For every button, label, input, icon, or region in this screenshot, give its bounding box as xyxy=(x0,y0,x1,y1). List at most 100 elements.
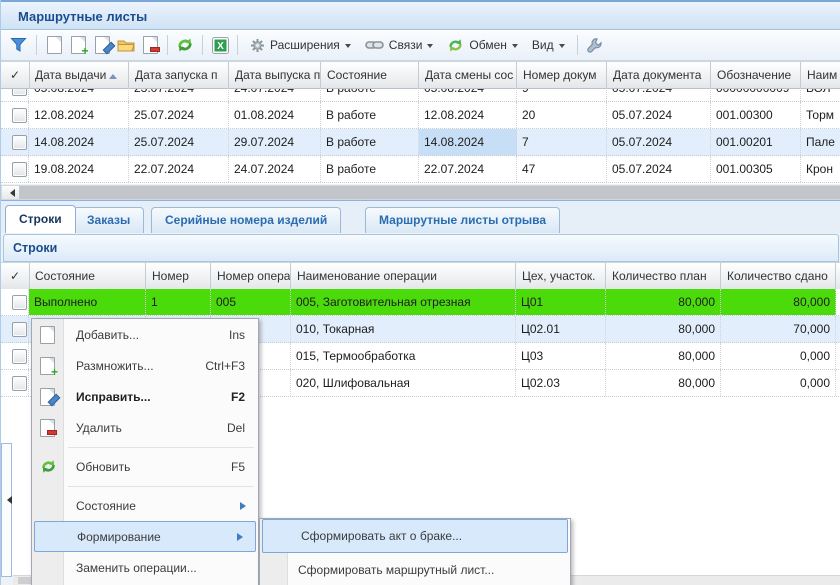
cell-workshop: Ц01 xyxy=(516,289,606,315)
column-header-date-release[interactable]: Дата выпуска п xyxy=(229,62,321,89)
column-header-doc-date[interactable]: Дата документа xyxy=(607,62,711,89)
row-checkbox[interactable] xyxy=(12,108,27,123)
table-row[interactable]: 12.08.2024 25.07.2024 01.08.2024 В работ… xyxy=(1,102,840,129)
refresh-button[interactable] xyxy=(173,33,197,57)
column-header-op-number[interactable]: Номер опера xyxy=(211,263,291,290)
cell-state: В работе xyxy=(321,89,419,101)
column-header-date-issued[interactable]: Дата выдачи xyxy=(29,62,129,89)
cell-name: ВОЛ xyxy=(801,89,840,101)
page-new-icon xyxy=(40,325,55,344)
row-checkbox[interactable] xyxy=(12,135,27,150)
row-checkbox[interactable] xyxy=(12,295,27,310)
chevron-down-icon xyxy=(427,43,434,51)
column-header-state[interactable]: Состояние xyxy=(29,263,146,290)
cell-name: Торм xyxy=(801,102,840,128)
cell-qty-done: 0,000 xyxy=(721,343,836,369)
horizontal-scrollbar[interactable] xyxy=(1,185,840,200)
submenu-item-generate-defect-act[interactable]: Сформировать акт о браке... xyxy=(262,519,568,553)
submenu-item-generate-route-sheet[interactable]: Сформировать маршрутный лист... xyxy=(298,563,495,577)
table-row[interactable]: 05.08.2024 23.07.2024 24.07.2024 В работ… xyxy=(1,89,840,102)
cell-date-release: 24.07.2024 xyxy=(229,89,321,101)
table-row-done[interactable]: Выполнено 1 005 005, Заготовительная отр… xyxy=(1,289,840,316)
cell-state: В работе xyxy=(321,129,419,155)
delete-button[interactable] xyxy=(138,33,162,57)
section-title: Строки xyxy=(13,241,58,255)
context-submenu: Сформировать акт о браке... Сформировать… xyxy=(259,518,571,585)
cell-date-start: 23.07.2024 xyxy=(129,89,229,101)
view-menu-button[interactable]: Вид xyxy=(525,36,572,54)
toolbar: + X Расширения Связи xyxy=(1,30,840,61)
column-header-op-name[interactable]: Наименование операции xyxy=(291,263,516,290)
row-checkbox[interactable] xyxy=(12,376,27,391)
panel-divider xyxy=(1,200,840,201)
column-header-doc-number[interactable]: Номер докум xyxy=(517,62,607,89)
row-checkbox[interactable] xyxy=(12,162,27,177)
cell-date-start: 22.07.2024 xyxy=(129,156,229,182)
table-row[interactable]: 19.08.2024 22.07.2024 24.07.2024 В работ… xyxy=(1,156,840,183)
cell-doc-number: 20 xyxy=(517,102,607,128)
page-delete-icon xyxy=(40,418,57,437)
cell-qty-plan: 80,000 xyxy=(606,316,721,342)
cell-date-release: 01.08.2024 xyxy=(229,102,321,128)
menu-item-state[interactable]: Состояние xyxy=(32,490,258,521)
cell-op-number xyxy=(211,343,291,369)
menu-item-replace-operations[interactable]: Заменить операции... xyxy=(76,560,197,575)
excel-export-button[interactable]: X xyxy=(208,33,232,57)
column-header-state-change-date[interactable]: Дата смены сос xyxy=(419,62,517,89)
scrollbar-thumb[interactable] xyxy=(20,186,840,199)
column-header-date-start[interactable]: Дата запуска п xyxy=(129,62,229,89)
tab-serial-numbers[interactable]: Серийные номера изделий xyxy=(151,207,342,233)
svg-text:X: X xyxy=(217,41,224,52)
row-checkbox[interactable] xyxy=(12,349,27,364)
row-checkbox[interactable] xyxy=(12,89,27,96)
cell-qty-done: 70,000 xyxy=(721,316,836,342)
gear-icon xyxy=(251,38,264,52)
menu-item-clone[interactable]: + Размножить... Ctrl+F3 xyxy=(32,350,258,381)
open-button[interactable] xyxy=(114,33,138,57)
cell-workshop: Ц02.01 xyxy=(516,316,606,342)
column-header-name[interactable]: Наим xyxy=(801,62,840,89)
links-menu-button[interactable]: Связи xyxy=(358,36,441,54)
check-column-header[interactable]: ✓ xyxy=(1,263,30,290)
panel-collapse-splitter[interactable] xyxy=(1,443,12,577)
column-header-qty-plan[interactable]: Количество план xyxy=(606,263,721,290)
menu-item-edit[interactable]: Исправить... F2 xyxy=(32,381,258,412)
cell-op-name: 015, Термообработка xyxy=(291,343,516,369)
cell-doc-number: 47 xyxy=(517,156,607,182)
exchange-menu-button[interactable]: Обмен xyxy=(440,35,525,56)
menu-item-generation[interactable]: Формирование xyxy=(34,521,256,552)
filter-funnel-icon[interactable] xyxy=(7,33,31,57)
folder-icon xyxy=(117,40,135,51)
clone-button[interactable]: + xyxy=(66,33,90,58)
column-header-state[interactable]: Состояние xyxy=(321,62,419,89)
check-column-header[interactable]: ✓ xyxy=(1,62,30,89)
section-header: Строки xyxy=(3,234,839,262)
cell-op-number xyxy=(211,370,291,396)
arrow-left-icon xyxy=(6,188,15,197)
excel-icon: X xyxy=(211,36,229,54)
tab-rows[interactable]: Строки xyxy=(5,205,76,233)
column-header-workshop[interactable]: Цех, участок. xyxy=(516,263,606,290)
column-header-qty-done[interactable]: Количество сдано xyxy=(721,263,836,290)
window-titlebar: Маршрутные листы xyxy=(1,0,840,30)
add-button[interactable] xyxy=(42,33,66,57)
table-row-selected[interactable]: 14.08.2024 25.07.2024 29.07.2024 В работ… xyxy=(1,129,840,156)
tab-orders[interactable]: Заказы xyxy=(73,207,145,233)
edit-button[interactable] xyxy=(90,33,115,57)
extensions-menu-button[interactable]: Расширения xyxy=(243,36,358,55)
menu-item-delete[interactable]: Удалить Del xyxy=(32,412,258,443)
settings-button[interactable] xyxy=(583,33,607,57)
column-header-number[interactable]: Номер xyxy=(146,263,211,290)
column-header-designation[interactable]: Обозначение xyxy=(711,62,801,89)
menu-item-add[interactable]: Добавить... Ins xyxy=(32,319,258,350)
scrollbar-thumb[interactable] xyxy=(18,577,34,584)
cell-designation: 00000000009 xyxy=(711,89,801,101)
toolbar-separator xyxy=(202,35,203,55)
menu-item-refresh[interactable]: Обновить F5 xyxy=(32,451,258,482)
tab-tear-off-sheets[interactable]: Маршрутные листы отрыва xyxy=(365,207,561,233)
links-menu-label: Связи xyxy=(388,38,423,52)
routes-grid-body: 05.08.2024 23.07.2024 24.07.2024 В работ… xyxy=(1,89,840,184)
row-checkbox[interactable] xyxy=(12,322,27,337)
cell-state: В работе xyxy=(321,102,419,128)
scroll-left-button[interactable] xyxy=(2,186,20,199)
